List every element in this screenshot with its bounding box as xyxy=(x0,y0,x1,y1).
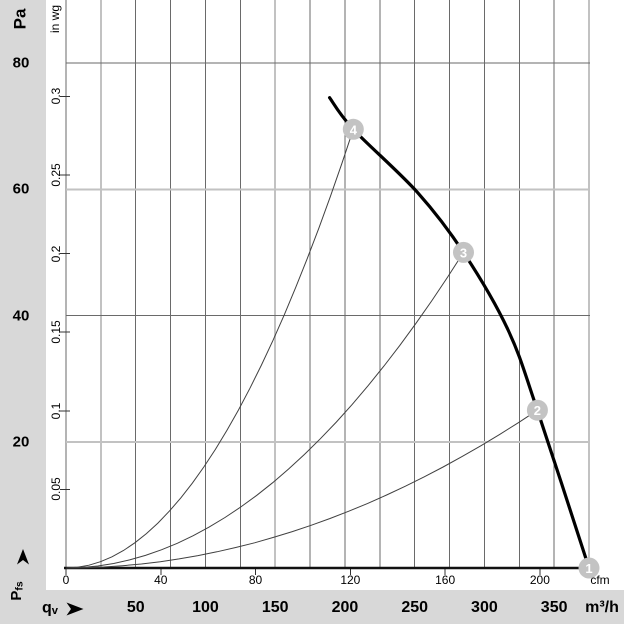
m3h-tick-label: 350 xyxy=(540,599,568,616)
inwg-tick-label: 0.1 xyxy=(49,402,63,420)
pa-tick-label: 40 xyxy=(12,307,30,324)
system-resistance-curve xyxy=(65,252,464,569)
qv-axis-label: qv xyxy=(41,599,59,618)
qv-right-arrow-icon xyxy=(66,602,84,616)
m3h-tick-label: 100 xyxy=(192,599,219,616)
operating-point-marker xyxy=(342,118,364,140)
operating-point-number: 2 xyxy=(534,403,541,418)
operating-point-number: 1 xyxy=(585,561,592,576)
inwg-tick-label: 0.05 xyxy=(49,477,63,502)
fan-performance-curve xyxy=(328,96,591,570)
inwg-tick-label: 0.15 xyxy=(49,320,63,344)
system-resistance-curve xyxy=(65,129,354,569)
pa-tick-label: 20 xyxy=(12,433,30,451)
system-resistance-curve xyxy=(65,409,538,569)
inwg-tick-label: 0.3 xyxy=(49,87,63,105)
cfm-tick-label: 120 xyxy=(340,573,361,587)
operating-point-number: 3 xyxy=(460,245,467,260)
cfm-tick-label: 80 xyxy=(248,573,263,587)
inwg-tick-label: 0.25 xyxy=(49,163,63,187)
pfs-up-arrow-icon xyxy=(17,549,29,565)
operating-point-marker xyxy=(452,241,474,263)
pa-axis-title: Pa xyxy=(10,8,30,30)
inwg-tick-label: 0.2 xyxy=(49,245,63,262)
cfm-tick-label: 200 xyxy=(529,573,550,587)
m3h-unit-label: m³/h xyxy=(585,599,619,616)
operating-point-number: 4 xyxy=(350,122,358,137)
m3h-tick-label: 300 xyxy=(471,599,498,616)
plot-area xyxy=(46,0,624,590)
cfm-unit-label: cfm xyxy=(590,573,610,587)
m3h-tick-label: 200 xyxy=(331,599,359,616)
pa-tick-label: 60 xyxy=(12,180,30,198)
m3h-tick-label: 250 xyxy=(401,599,429,616)
m3h-tick-label: 50 xyxy=(126,599,145,616)
operating-point-marker xyxy=(578,557,600,579)
cfm-tick-label: 160 xyxy=(435,573,456,587)
pfs-axis-label: Pfs xyxy=(7,581,26,601)
operating-point-marker xyxy=(526,399,548,421)
pa-tick-label: 80 xyxy=(12,54,30,72)
cfm-tick-label: 40 xyxy=(154,573,168,587)
cfm-tick-label: 0 xyxy=(62,573,70,587)
inwg-axis-title: in wg xyxy=(48,4,62,34)
m3h-tick-label: 150 xyxy=(261,599,289,616)
